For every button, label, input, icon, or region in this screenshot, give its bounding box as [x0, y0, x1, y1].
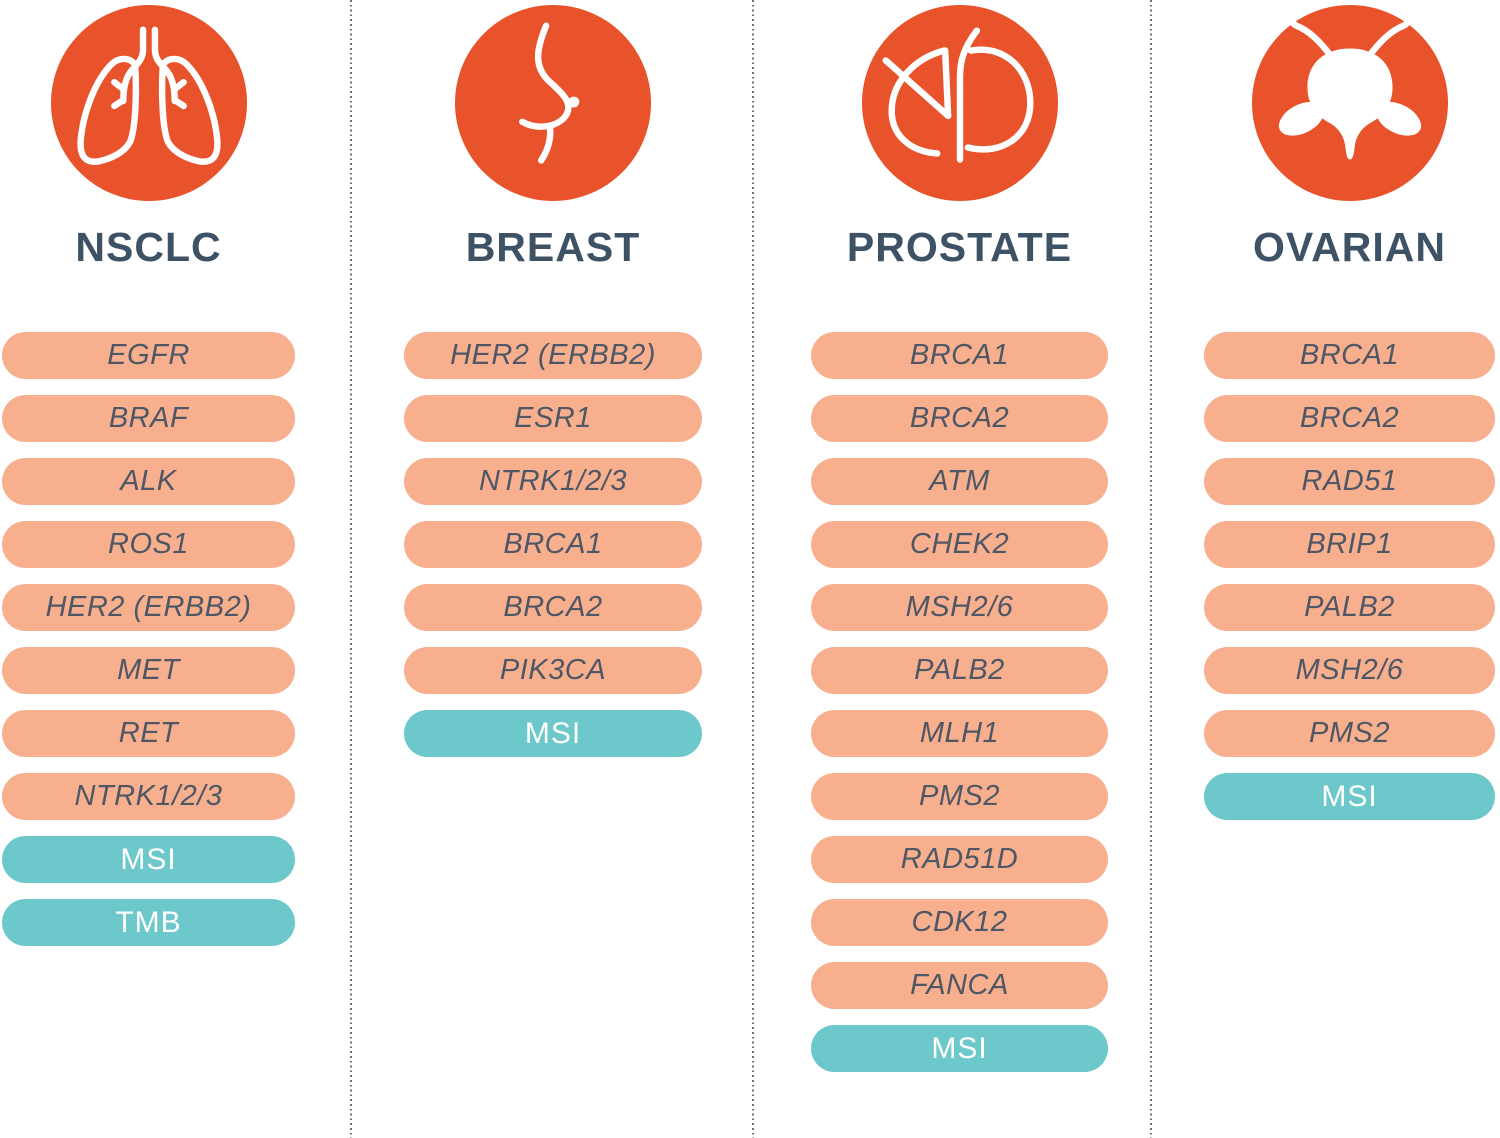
column-title-nsclc: NSCLC: [75, 224, 222, 270]
biomarker-pill: MSI: [2, 836, 295, 883]
gene-pill: BRAF: [2, 395, 295, 442]
column-separator: [752, 0, 754, 1138]
column-prostate: PROSTATE BRCA1 BRCA2 ATM CHEK2 MSH2/6 PALB2 ML…: [811, 0, 1108, 1088]
column-title-prostate: PROSTATE: [846, 224, 1073, 270]
gene-pill: NTRK1/2/3: [2, 773, 295, 820]
gene-pill: MLH1: [811, 710, 1108, 757]
gene-pill: BRCA2: [1204, 395, 1495, 442]
gene-pill: CHEK2: [811, 521, 1108, 568]
gene-pill: PMS2: [1204, 710, 1495, 757]
gene-pill: HER2 (ERBB2): [2, 584, 295, 631]
gene-pill: CDK12: [811, 899, 1108, 946]
uterus-icon: [1251, 4, 1449, 202]
gene-pill: ESR1: [404, 395, 702, 442]
gene-pill: MSH2/6: [1204, 647, 1495, 694]
lungs-icon: [50, 4, 248, 202]
gene-pill: RAD51: [1204, 458, 1495, 505]
biomarker-pill: MSI: [811, 1025, 1108, 1072]
pill-list-ovarian: BRCA1 BRCA2 RAD51 BRIP1 PALB2 MSH2/6 PMS2 MSI: [1204, 332, 1495, 836]
gene-pill: PALB2: [1204, 584, 1495, 631]
gene-pill: BRIP1: [1204, 521, 1495, 568]
gene-pill: FANCA: [811, 962, 1108, 1009]
gene-pill: HER2 (ERBB2): [404, 332, 702, 379]
prostate-icon: [861, 4, 1059, 202]
pill-list-prostate: BRCA1 BRCA2 ATM CHEK2 MSH2/6 PALB2 MLH1 PMS2 RAD…: [811, 332, 1108, 1088]
gene-pill: ROS1: [2, 521, 295, 568]
gene-pill: BRCA2: [404, 584, 702, 631]
gene-pill: BRCA1: [1204, 332, 1495, 379]
biomarker-pill: MSI: [1204, 773, 1495, 820]
gene-pill: PIK3CA: [404, 647, 702, 694]
gene-pill: MSH2/6: [811, 584, 1108, 631]
column-title-breast: BREAST: [465, 224, 641, 270]
gene-pill: ATM: [811, 458, 1108, 505]
gene-pill: BRCA1: [404, 521, 702, 568]
pill-list-breast: HER2 (ERBB2) ESR1 NTRK1/2/3 BRCA1 BRCA2 PIK3C…: [404, 332, 702, 773]
gene-pill: PALB2: [811, 647, 1108, 694]
gene-pill: ALK: [2, 458, 295, 505]
column-nsclc: NSCLC EGFR BRAF ALK ROS1 HER2 (ERBB2) MET RET N…: [2, 0, 295, 962]
biomarker-pill: TMB: [2, 899, 295, 946]
gene-pill: MET: [2, 647, 295, 694]
gene-pill: EGFR: [2, 332, 295, 379]
column-ovarian: OVARIAN BRCA1 BRCA2 RAD51 BRIP1 PALB2 MSH2/6 P…: [1204, 0, 1495, 836]
column-breast: BREAST HER2 (ERBB2) ESR1 NTRK1/2/3 BRCA1 BRC…: [404, 0, 702, 773]
gene-pill: PMS2: [811, 773, 1108, 820]
pill-list-nsclc: EGFR BRAF ALK ROS1 HER2 (ERBB2) MET RET NTRK1/2…: [2, 332, 295, 962]
gene-pill: BRCA2: [811, 395, 1108, 442]
column-separator: [350, 0, 352, 1138]
gene-pill: RET: [2, 710, 295, 757]
gene-pill: NTRK1/2/3: [404, 458, 702, 505]
breast-icon: [454, 4, 652, 202]
gene-pill: RAD51D: [811, 836, 1108, 883]
gene-pill: BRCA1: [811, 332, 1108, 379]
column-separator: [1150, 0, 1152, 1138]
biomarker-pill: MSI: [404, 710, 702, 757]
column-title-ovarian: OVARIAN: [1252, 224, 1447, 270]
